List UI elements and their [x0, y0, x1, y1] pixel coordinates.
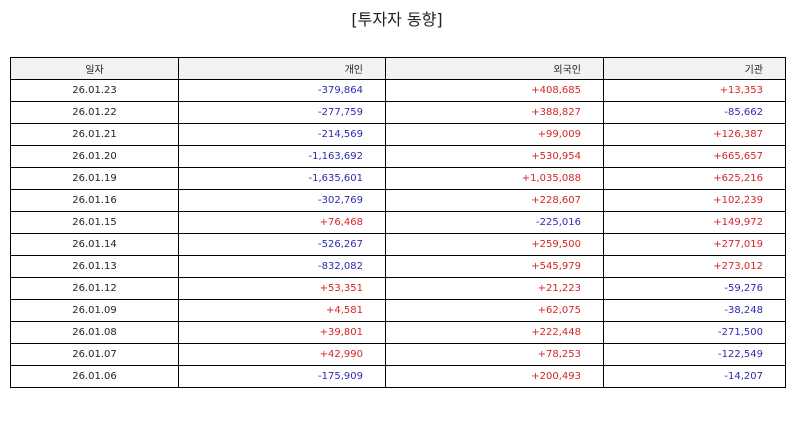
institution-cell: +13,353: [603, 79, 786, 102]
date-cell: 26.01.07: [10, 343, 179, 366]
institution-cell: -14,207: [603, 365, 786, 388]
foreign-cell: +388,827: [385, 101, 604, 124]
date-cell: 26.01.19: [10, 167, 179, 190]
foreign-cell: +545,979: [385, 255, 604, 278]
foreign-cell: +200,493: [385, 365, 604, 388]
table-row: 26.01.22 -277,759 +388,827 -85,662: [10, 101, 786, 124]
institution-cell: -271,500: [603, 321, 786, 344]
date-cell: 26.01.21: [10, 123, 179, 146]
individual-cell: -175,909: [178, 365, 386, 388]
table-row: 26.01.16 -302,769 +228,607 +102,239: [10, 189, 786, 212]
individual-cell: -379,864: [178, 79, 386, 102]
individual-cell: +4,581: [178, 299, 386, 322]
individual-cell: -1,163,692: [178, 145, 386, 168]
table-header-row: 일자 개인 외국인 기관: [10, 57, 786, 80]
individual-cell: -832,082: [178, 255, 386, 278]
table-row: 26.01.13 -832,082 +545,979 +273,012: [10, 255, 786, 278]
individual-cell: -1,635,601: [178, 167, 386, 190]
table-row: 26.01.20 -1,163,692 +530,954 +665,657: [10, 145, 786, 168]
foreign-cell: -225,016: [385, 211, 604, 234]
institution-cell: -38,248: [603, 299, 786, 322]
institution-cell: +273,012: [603, 255, 786, 278]
foreign-cell: +228,607: [385, 189, 604, 212]
individual-cell: -214,569: [178, 123, 386, 146]
table-row: 26.01.23 -379,864 +408,685 +13,353: [10, 79, 786, 102]
institution-cell: +126,387: [603, 123, 786, 146]
institution-cell: +102,239: [603, 189, 786, 212]
table-row: 26.01.09 +4,581 +62,075 -38,248: [10, 299, 786, 322]
date-cell: 26.01.23: [10, 79, 179, 102]
individual-cell: +42,990: [178, 343, 386, 366]
table-row: 26.01.15 +76,468 -225,016 +149,972: [10, 211, 786, 234]
foreign-cell: +62,075: [385, 299, 604, 322]
foreign-cell: +78,253: [385, 343, 604, 366]
institution-cell: +149,972: [603, 211, 786, 234]
foreign-cell: +222,448: [385, 321, 604, 344]
date-cell: 26.01.20: [10, 145, 179, 168]
date-cell: 26.01.15: [10, 211, 179, 234]
date-cell: 26.01.09: [10, 299, 179, 322]
date-cell: 26.01.06: [10, 365, 179, 388]
date-cell: 26.01.22: [10, 101, 179, 124]
institution-cell: -85,662: [603, 101, 786, 124]
page-title: [투자자 동향]: [351, 10, 443, 29]
foreign-cell: +1,035,088: [385, 167, 604, 190]
institution-cell: -59,276: [603, 277, 786, 300]
table-row: 26.01.14 -526,267 +259,500 +277,019: [10, 233, 786, 256]
individual-cell: +76,468: [178, 211, 386, 234]
column-header-date: 일자: [10, 57, 179, 80]
foreign-cell: +408,685: [385, 79, 604, 102]
foreign-cell: +21,223: [385, 277, 604, 300]
individual-cell: -526,267: [178, 233, 386, 256]
individual-cell: +53,351: [178, 277, 386, 300]
column-header-foreign: 외국인: [385, 57, 604, 80]
table-row: 26.01.08 +39,801 +222,448 -271,500: [10, 321, 786, 344]
table-row: 26.01.06 -175,909 +200,493 -14,207: [10, 365, 786, 388]
table-row: 26.01.19 -1,635,601 +1,035,088 +625,216: [10, 167, 786, 190]
investor-trend-table: 일자 개인 외국인 기관 26.01.23 -379,864 +408,685 +13…: [10, 57, 786, 388]
column-header-institution: 기관: [603, 57, 786, 80]
date-cell: 26.01.14: [10, 233, 179, 256]
institution-cell: +665,657: [603, 145, 786, 168]
foreign-cell: +530,954: [385, 145, 604, 168]
date-cell: 26.01.12: [10, 277, 179, 300]
institution-cell: +625,216: [603, 167, 786, 190]
date-cell: 26.01.13: [10, 255, 179, 278]
foreign-cell: +259,500: [385, 233, 604, 256]
column-header-individual: 개인: [178, 57, 386, 80]
table-row: 26.01.07 +42,990 +78,253 -122,549: [10, 343, 786, 366]
institution-cell: +277,019: [603, 233, 786, 256]
date-cell: 26.01.16: [10, 189, 179, 212]
individual-cell: +39,801: [178, 321, 386, 344]
table-row: 26.01.12 +53,351 +21,223 -59,276: [10, 277, 786, 300]
individual-cell: -277,759: [178, 101, 386, 124]
institution-cell: -122,549: [603, 343, 786, 366]
foreign-cell: +99,009: [385, 123, 604, 146]
individual-cell: -302,769: [178, 189, 386, 212]
date-cell: 26.01.08: [10, 321, 179, 344]
table-row: 26.01.21 -214,569 +99,009 +126,387: [10, 123, 786, 146]
